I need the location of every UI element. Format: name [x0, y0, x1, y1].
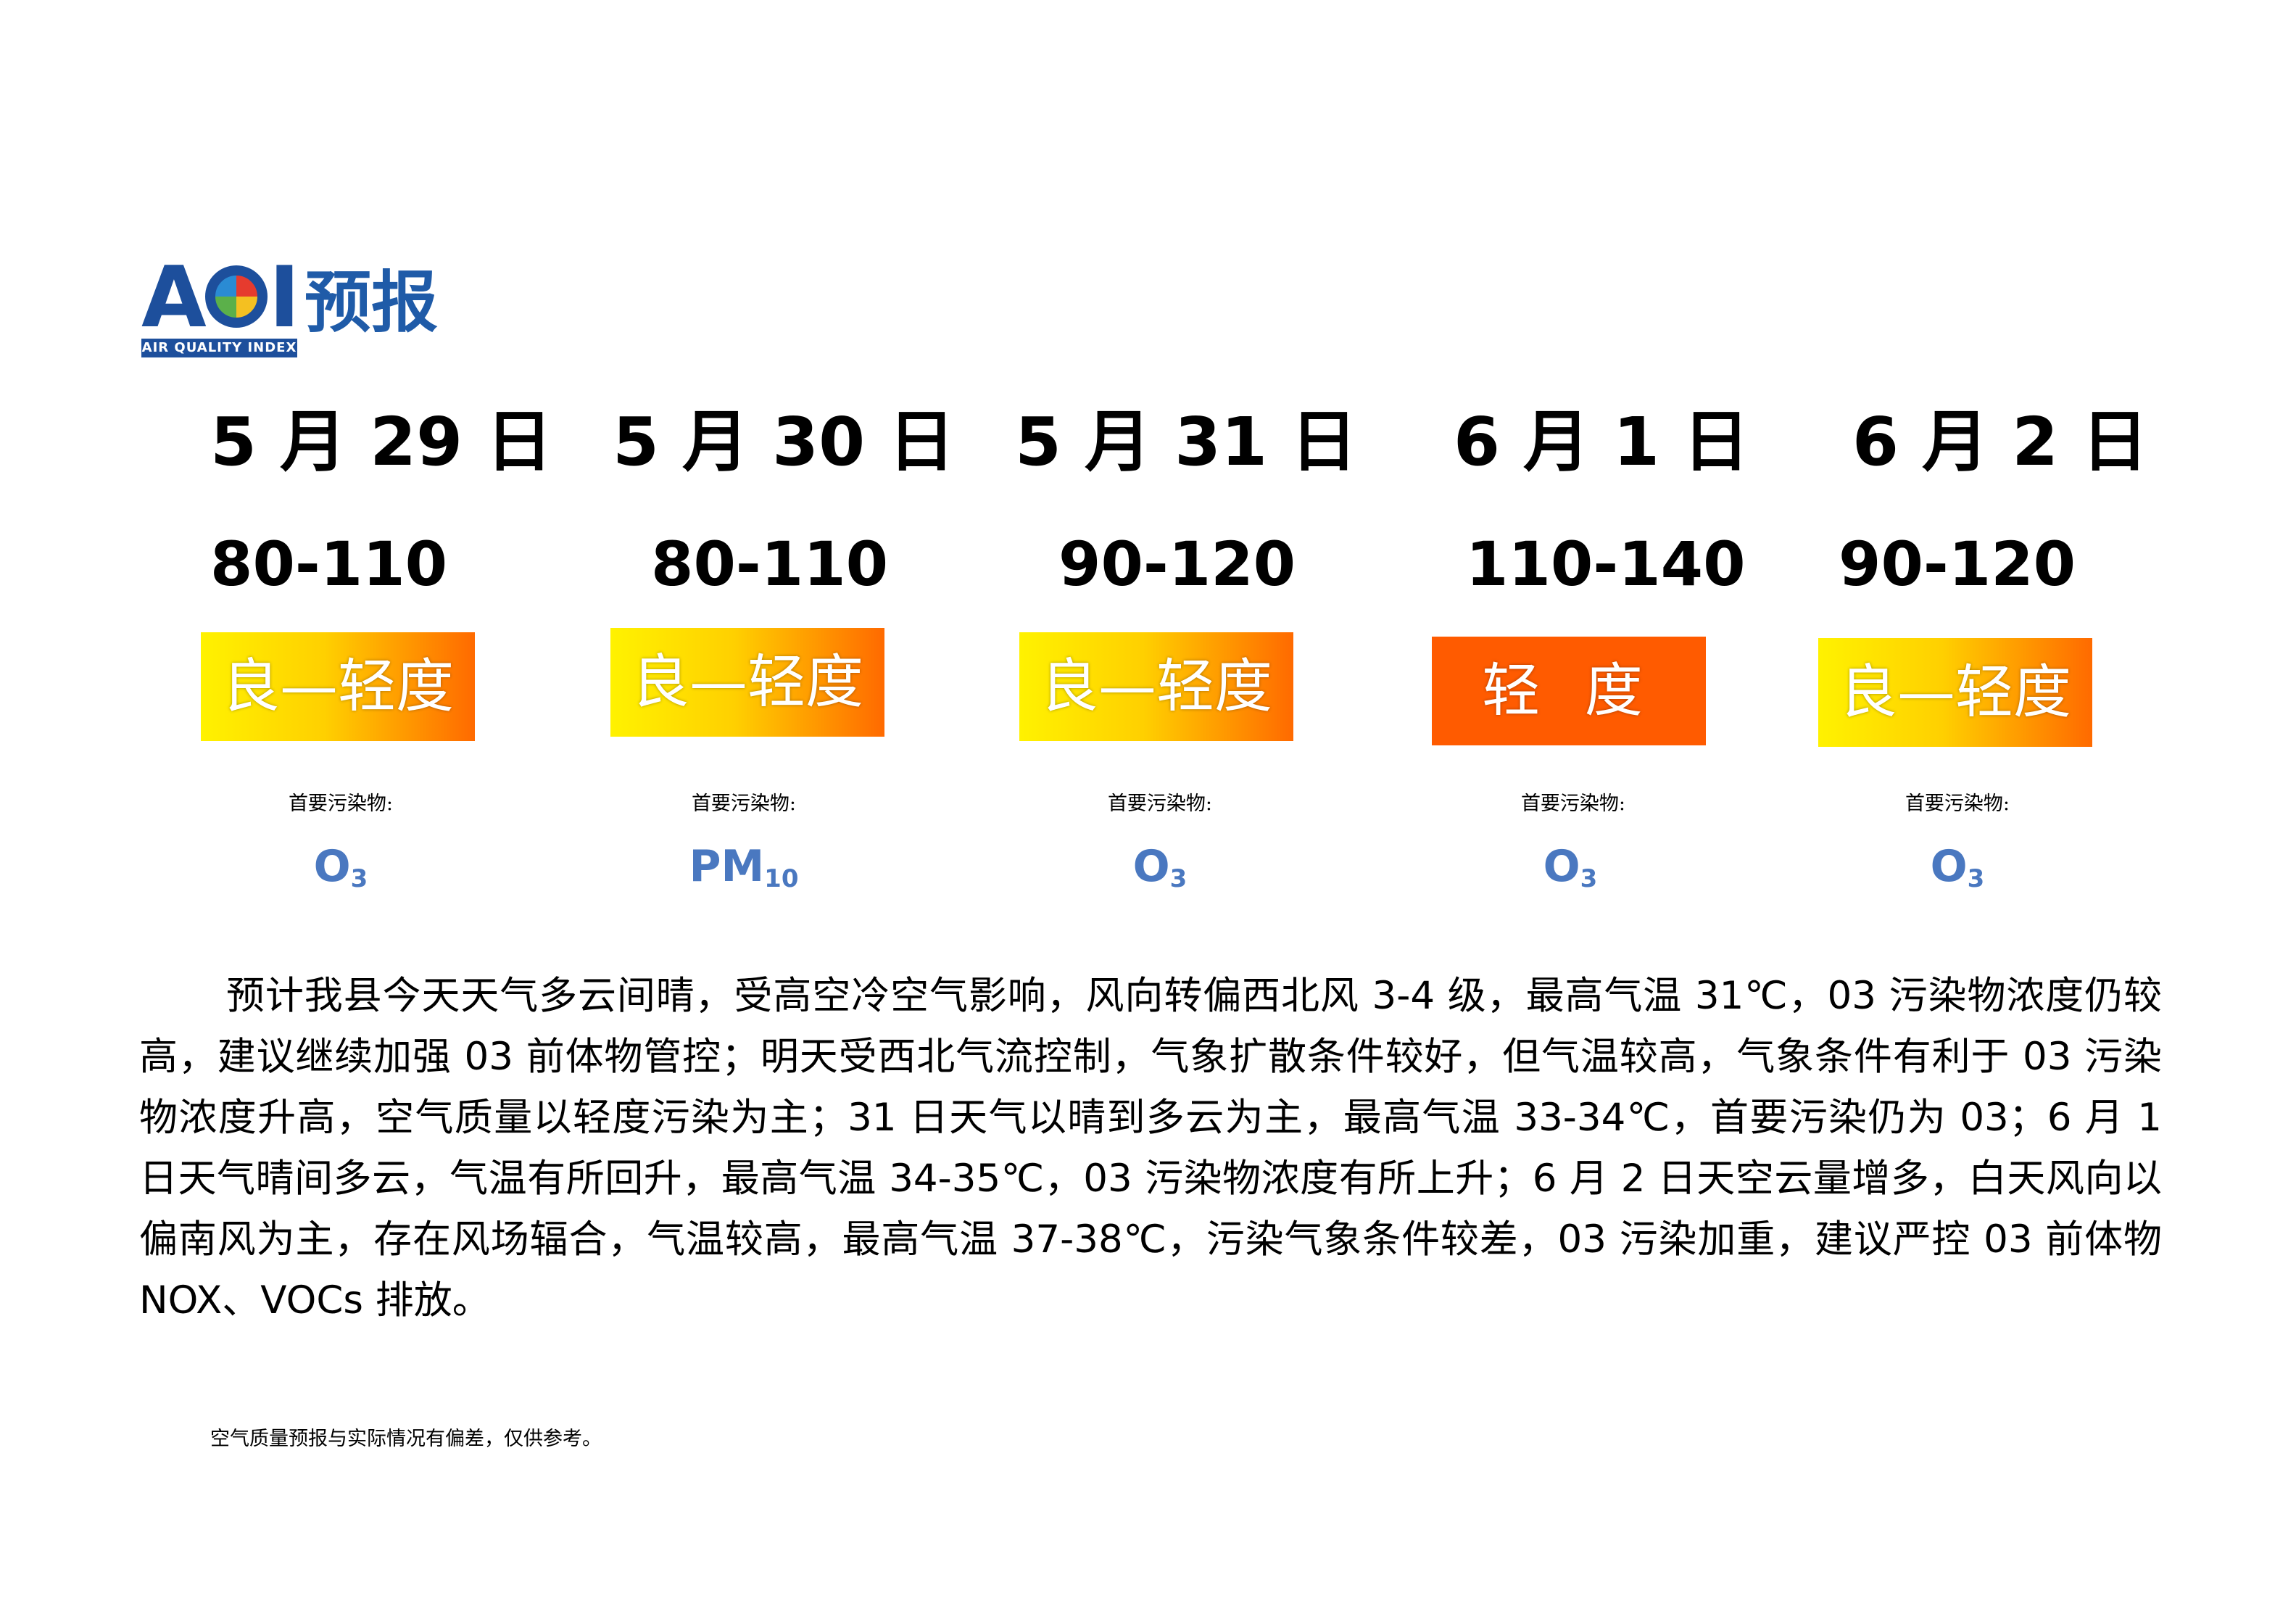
- pollutant-subscript: 3: [350, 864, 368, 893]
- primary-pollutant: O3: [1849, 837, 2066, 895]
- pollutant-symbol: O: [1930, 841, 1968, 892]
- globe-icon: [204, 265, 268, 328]
- primary-pollutant-label: 首要污染物:: [288, 793, 394, 815]
- forecast-date: 5 月 31 日: [1015, 403, 1358, 481]
- aqi-level-badge: 良—轻度: [1818, 638, 2092, 747]
- forecast-date: 5 月 30 日: [613, 403, 956, 481]
- aqi-level-badge: 良—轻度: [1019, 632, 1293, 741]
- primary-pollutant: O3: [232, 837, 449, 895]
- logo-letter-i: I: [268, 249, 300, 347]
- primary-pollutant: PM10: [635, 837, 853, 895]
- aqi-range: 90-120: [1058, 529, 1296, 600]
- pollutant-symbol: O: [1132, 841, 1170, 892]
- pollutant-subscript: 3: [1967, 864, 1985, 893]
- pollutant-symbol: PM: [689, 841, 765, 892]
- logo-letter-a: A: [141, 249, 207, 347]
- logo-title: 预报: [304, 264, 439, 342]
- disclaimer-note: 空气质量预报与实际情况有偏差，仅供参考。: [210, 1428, 602, 1450]
- forecast-date: 6 月 1 日: [1454, 403, 1750, 481]
- primary-pollutant: O3: [1462, 837, 1679, 895]
- forecast-description: 预计我县今天天气多云间晴，受高空冷空气影响，风向转偏西北风 3-4 级，最高气温…: [139, 974, 2162, 1323]
- primary-pollutant: O3: [1051, 837, 1269, 895]
- pollutant-subscript: 3: [1169, 864, 1188, 893]
- pollutant-symbol: O: [313, 841, 351, 892]
- aqi-range: 110-140: [1466, 529, 1746, 600]
- aqi-level-badge: 轻 度: [1432, 637, 1706, 745]
- aqi-range: 90-120: [1839, 529, 2076, 600]
- primary-pollutant-label: 首要污染物:: [691, 793, 797, 815]
- logo-subtitle: AIR QUALITY INDEX: [141, 339, 297, 357]
- pollutant-symbol: O: [1543, 841, 1580, 892]
- pollutant-subscript: 3: [1580, 864, 1598, 893]
- aqi-range: 80-110: [651, 529, 889, 600]
- primary-pollutant-label: 首要污染物:: [1520, 793, 1626, 815]
- primary-pollutant-label: 首要污染物:: [1107, 793, 1213, 815]
- primary-pollutant-label: 首要污染物:: [1905, 793, 2010, 815]
- aqi-level-badge: 良—轻度: [201, 632, 475, 741]
- forecast-date: 5 月 29 日: [210, 403, 553, 481]
- pollutant-subscript: 10: [764, 864, 799, 893]
- aqi-range: 80-110: [210, 529, 448, 600]
- aqi-level-badge: 良—轻度: [610, 628, 884, 737]
- forecast-date: 6 月 2 日: [1852, 403, 2149, 481]
